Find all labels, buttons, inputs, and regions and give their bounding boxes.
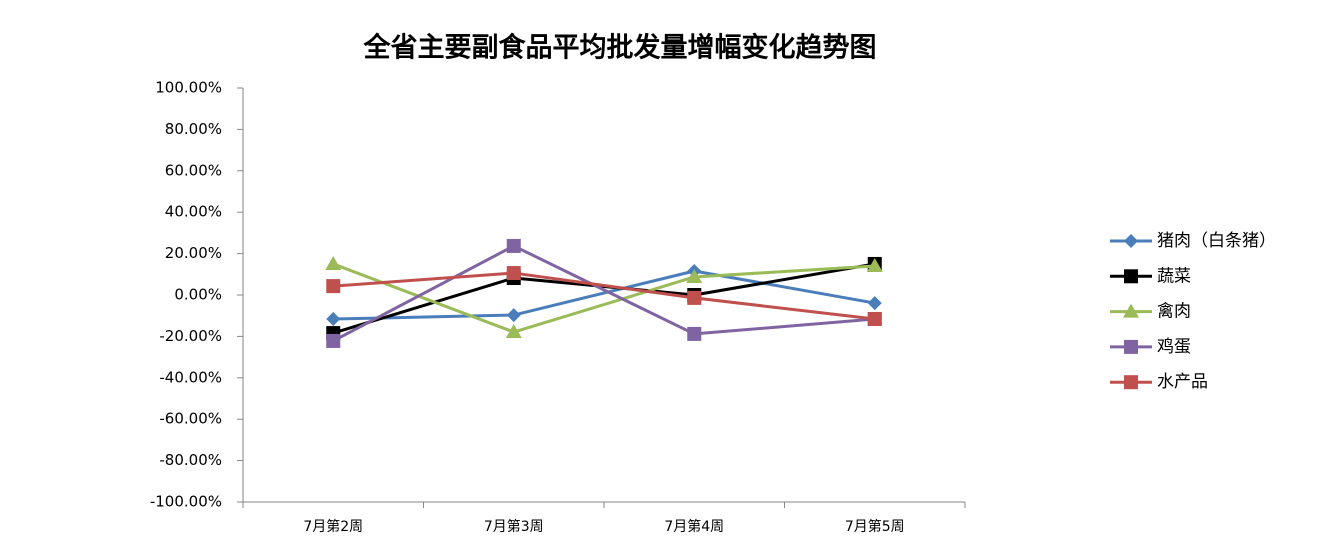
y-tick-label: 60.00% [165,161,222,179]
y-tick-label: -60.00% [159,410,222,428]
y-tick-label: 80.00% [165,120,222,138]
x-tick-label: 7月第4周 [664,518,724,535]
data-point [326,279,341,294]
y-tick-label: -80.00% [159,451,222,469]
legend-label: 水产品 [1157,372,1208,392]
y-tick-label: 40.00% [165,203,222,221]
series-line [333,271,875,321]
y-tick-label: 0.00% [174,286,222,304]
data-point [867,312,882,327]
legend-marker [1124,234,1138,248]
legend-marker [1123,303,1139,318]
chart-title: 全省主要副食品平均批发量增幅变化趋势图 [363,32,877,64]
data-point [326,312,341,327]
legend-marker [1124,375,1138,390]
y-tick-label: 100.00% [155,79,222,97]
data-point [867,296,882,311]
series-line [333,269,876,321]
y-tick-label: -20.00% [159,327,222,345]
legend-marker [1124,269,1138,284]
x-tick-label: 7月第3周 [484,518,544,535]
data-point [326,333,341,348]
data-point [687,290,702,305]
data-point [505,324,522,339]
data-point [506,238,521,253]
legend-label: 鸡蛋 [1157,337,1191,357]
series-line [332,244,875,343]
data-point [686,268,703,283]
series-line [332,262,875,334]
y-tick-label: -100.00% [150,493,222,511]
data-point [506,266,521,281]
data-point [325,255,342,270]
x-tick-label: 7月第5周 [845,518,905,535]
legend-marker [1124,339,1138,354]
data-point [687,326,702,341]
y-tick-label: -40.00% [159,368,222,386]
legend-label: 蔬菜 [1157,266,1191,286]
x-tick-label: 7月第2周 [303,518,363,535]
data-point [506,308,521,323]
data-point [866,258,883,273]
legend-label: 禽肉 [1157,302,1191,322]
legend-label: 猪肉（白条猪） [1157,231,1276,251]
y-tick-label: 20.00% [165,244,222,262]
